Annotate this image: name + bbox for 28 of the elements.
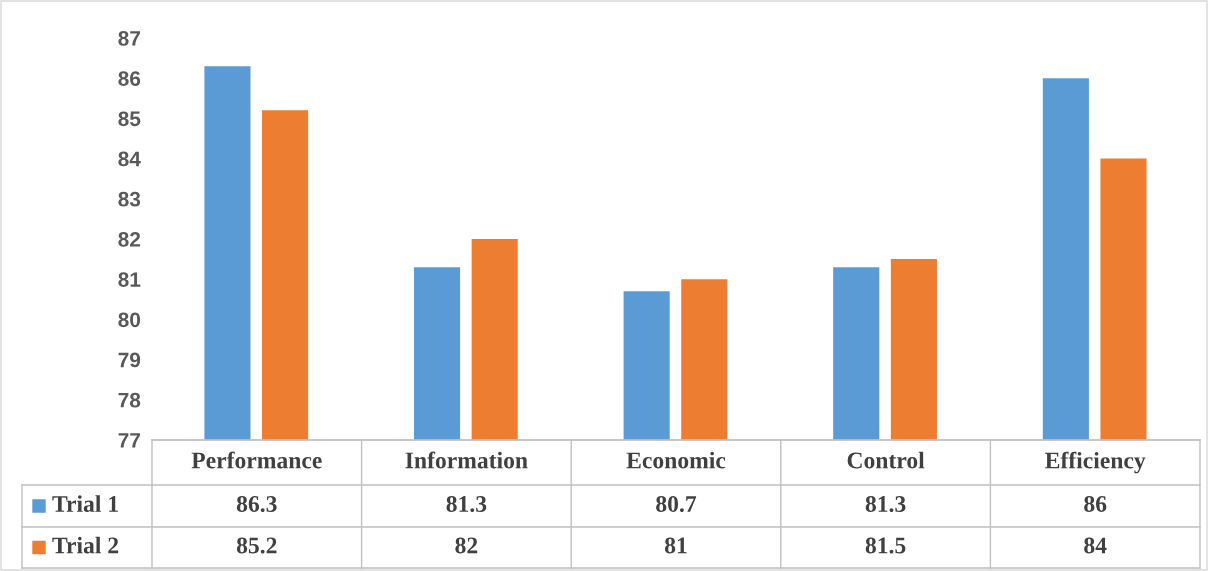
- data-label: 84: [1084, 537, 1107, 554]
- data-label: 86: [1084, 495, 1107, 512]
- data-label: 81.3: [865, 495, 906, 513]
- y-tick-label: 85: [118, 111, 141, 127]
- data-label: 82: [455, 537, 478, 554]
- data-label: 81.5: [865, 537, 906, 554]
- x-tick-label: Information: [405, 451, 528, 469]
- y-tick-label: 87: [118, 31, 140, 46]
- data-label: 80.7: [656, 495, 697, 513]
- data-label: 86.3: [236, 495, 277, 513]
- y-tick-label: 79: [118, 352, 141, 368]
- y-tick-label: 82: [118, 232, 141, 247]
- y-tick-label: 81: [118, 272, 141, 287]
- data-label: 81: [664, 537, 687, 554]
- data-label: 81.3: [446, 495, 487, 513]
- y-tick-label: 84: [118, 151, 141, 167]
- y-tick-label: 86: [118, 71, 141, 86]
- data-label: 85.2: [236, 537, 277, 554]
- x-tick-label: Control: [847, 451, 925, 469]
- legend-label: Trial 2: [52, 536, 119, 554]
- x-tick-label: Performance: [191, 451, 322, 469]
- x-tick-label: Efficiency: [1045, 451, 1146, 474]
- y-tick-label: 80: [118, 312, 141, 328]
- y-tick-label: 77: [118, 433, 140, 448]
- legend-label: Trial 1: [52, 495, 118, 512]
- x-tick-label: Economic: [626, 451, 726, 469]
- y-tick-label: 78: [118, 392, 141, 408]
- y-tick-label: 83: [118, 191, 141, 207]
